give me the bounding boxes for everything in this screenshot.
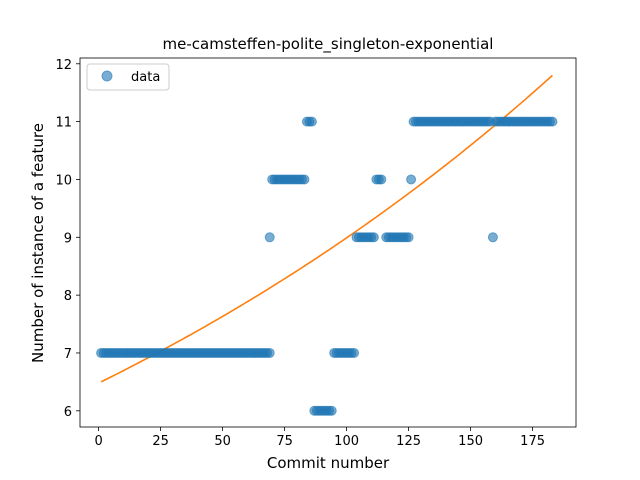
y-tick-label: 9 <box>64 231 72 246</box>
data-point <box>547 116 558 127</box>
data-point <box>326 405 337 416</box>
x-tick-label: 0 <box>94 434 102 449</box>
data-point <box>349 347 360 358</box>
x-tick-label: 25 <box>152 434 169 449</box>
chart-title: me-camsteffen-polite_singleton-exponenti… <box>163 35 494 54</box>
data-point <box>299 174 310 185</box>
fit-line <box>100 74 553 383</box>
data-point <box>487 232 498 243</box>
x-tick-label: 100 <box>334 434 359 449</box>
x-tick-label: 125 <box>396 434 421 449</box>
y-tick-label: 12 <box>55 58 72 73</box>
y-tick-label: 11 <box>55 116 72 131</box>
data-point <box>406 174 417 185</box>
legend-box <box>86 63 170 91</box>
y-tick-label: 10 <box>55 173 72 188</box>
x-axis-ticks: 0 25 50 75 100 125 150 175 <box>94 427 545 449</box>
data-point <box>264 347 275 358</box>
scatter-points-layer <box>96 116 558 416</box>
data-point <box>306 116 317 127</box>
y-axis-label: Number of instance of a feature <box>29 123 47 363</box>
axes-frame <box>79 57 577 428</box>
x-tick-label: 150 <box>458 434 483 449</box>
data-point <box>403 232 414 243</box>
x-tick-label: 50 <box>214 434 231 449</box>
y-tick-label: 8 <box>64 289 72 304</box>
data-point <box>376 174 387 185</box>
x-tick-label: 75 <box>276 434 293 449</box>
y-tick-label: 6 <box>64 405 72 420</box>
y-axis-ticks: 6 7 8 9 10 11 12 <box>55 58 80 420</box>
data-point <box>368 232 379 243</box>
legend-marker <box>101 70 113 82</box>
x-tick-label: 175 <box>520 434 545 449</box>
fit-line-layer <box>100 74 553 383</box>
data-point <box>264 232 275 243</box>
x-axis-label: Commit number <box>267 454 390 472</box>
legend: data <box>86 63 170 91</box>
plot-area <box>80 58 576 427</box>
y-tick-label: 7 <box>64 347 72 362</box>
legend-label-data: data <box>131 70 160 85</box>
